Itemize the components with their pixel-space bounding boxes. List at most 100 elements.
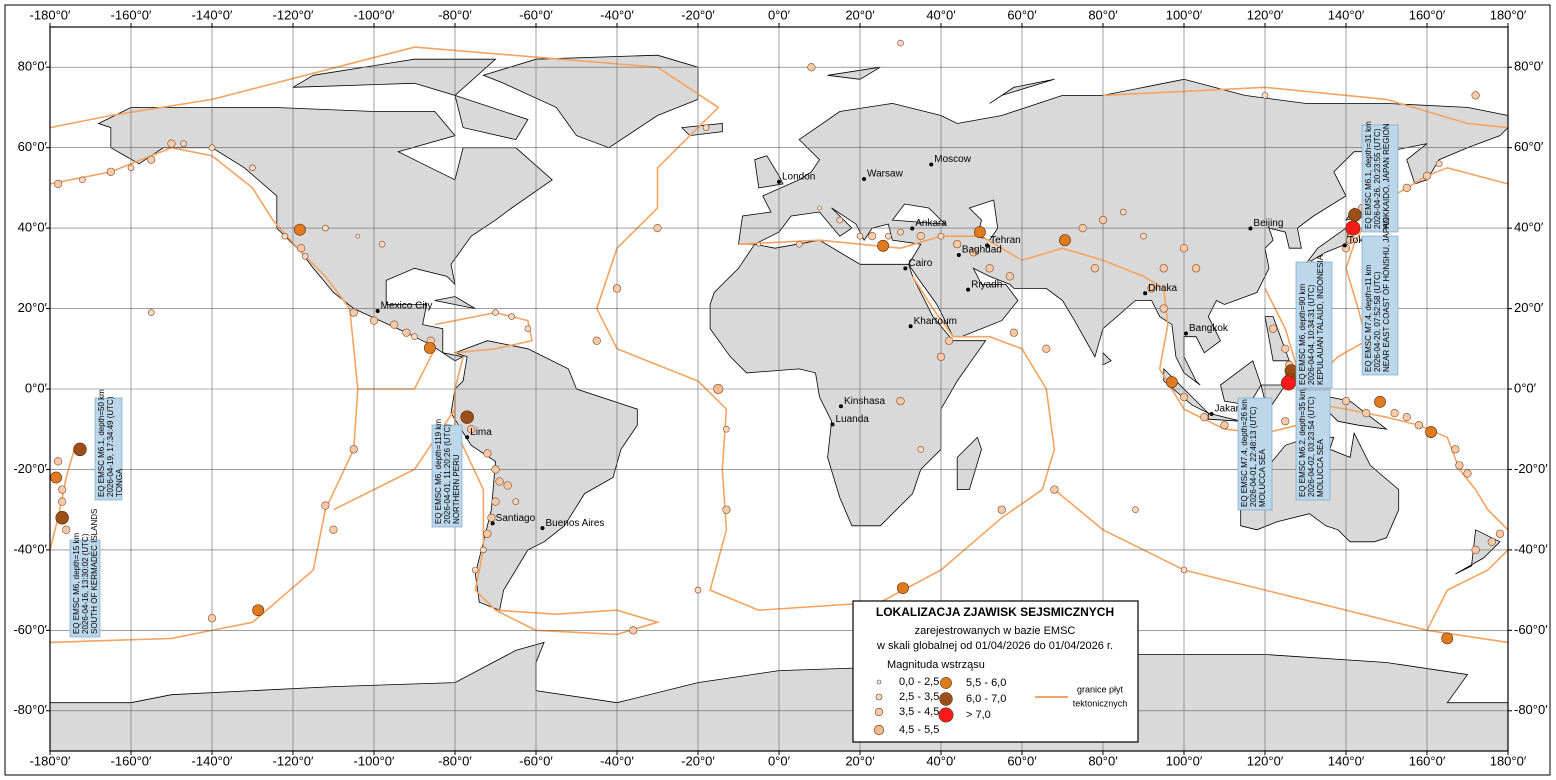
earthquake bbox=[702, 124, 710, 131]
earthquake bbox=[997, 505, 1006, 514]
earthquake bbox=[1463, 469, 1472, 478]
city-dot bbox=[862, 177, 867, 182]
annotation-text: 2026-04-20, 07:52:58 (UTC) bbox=[1373, 271, 1382, 372]
legend-subtitle: w skali globalnej od 01/04/2026 do 01/04… bbox=[876, 640, 1113, 652]
annotation-text: 2026-04-26, 20:23:55 (UTC) bbox=[1373, 128, 1382, 229]
y-tick-label: 0°0′ bbox=[1514, 380, 1537, 395]
earthquake bbox=[653, 224, 662, 233]
legend-label: 6,0 - 7,0 bbox=[966, 693, 1006, 705]
x-tick-label: -160°0′ bbox=[111, 753, 152, 768]
x-tick-label: 180°0′ bbox=[1490, 753, 1527, 768]
earthquake bbox=[491, 497, 500, 506]
x-tick-label: -40°0′ bbox=[600, 753, 634, 768]
x-tick-label: 80°0′ bbox=[1088, 7, 1118, 22]
x-tick-label: -100°0′ bbox=[354, 7, 395, 22]
city-dot bbox=[985, 243, 990, 248]
legend-marker bbox=[875, 693, 883, 701]
earthquake bbox=[208, 144, 216, 151]
earthquake bbox=[1165, 376, 1178, 389]
earthquake bbox=[349, 308, 358, 317]
earthquake bbox=[612, 284, 622, 293]
earthquake bbox=[321, 501, 330, 510]
earthquake bbox=[1345, 220, 1361, 236]
earthquake bbox=[1390, 409, 1399, 418]
legend: LOKALIZACJA ZJAWISK SEJSMICZNYCH zarejes… bbox=[852, 600, 1139, 743]
earthquake bbox=[1281, 344, 1290, 353]
earthquake bbox=[897, 228, 904, 236]
earthquake bbox=[1147, 284, 1156, 293]
legend-marker bbox=[876, 679, 882, 685]
landmass bbox=[989, 78, 1055, 104]
earthquake bbox=[1159, 264, 1168, 273]
earthquake bbox=[1050, 485, 1059, 494]
city-dot bbox=[903, 266, 908, 271]
annotation-text: EQ EMSC M6, depth=119 km bbox=[434, 419, 443, 524]
y-tick-label: -40°0′ bbox=[1514, 541, 1548, 556]
annotation-text: 2026-04-01, 22:48:13 (UTC) bbox=[1249, 406, 1258, 507]
legend-label: 3,5 - 4,5 bbox=[899, 706, 939, 718]
earthquake bbox=[1402, 183, 1411, 192]
y-tick-label: 0°0′ bbox=[25, 380, 48, 395]
earthquake bbox=[1451, 445, 1460, 454]
earthquake bbox=[1090, 264, 1099, 273]
x-tick-label: -60°0′ bbox=[519, 753, 553, 768]
plate-boundary bbox=[900, 235, 1298, 435]
earthquake bbox=[807, 63, 816, 72]
annotation-text: MOLUCCA SEA bbox=[1258, 449, 1267, 507]
earthquake bbox=[402, 328, 411, 337]
annotation-text: MOLUCCA SEA bbox=[1316, 439, 1325, 497]
x-tick-label: 120°0′ bbox=[1247, 753, 1284, 768]
earthquake bbox=[897, 39, 904, 47]
earthquake bbox=[592, 336, 601, 345]
earthquake bbox=[969, 248, 978, 257]
y-tick-label: -40°0′ bbox=[13, 541, 47, 556]
earthquake bbox=[1495, 529, 1504, 538]
earthquake bbox=[629, 626, 638, 635]
y-tick-label: 60°0′ bbox=[1514, 139, 1544, 154]
city-label: Ankara bbox=[915, 218, 947, 229]
earthquake bbox=[1009, 328, 1019, 337]
x-tick-label: 40°0′ bbox=[926, 7, 956, 22]
x-tick-label: -120°0′ bbox=[273, 7, 314, 22]
earthquake bbox=[1078, 224, 1087, 233]
earthquake bbox=[58, 497, 67, 506]
earthquake bbox=[1200, 413, 1209, 422]
earthquake bbox=[106, 167, 115, 176]
earthquake bbox=[1159, 304, 1168, 313]
earthquake bbox=[985, 264, 994, 273]
plate-boundary bbox=[1426, 549, 1509, 631]
x-tick-label: 180°0′ bbox=[1490, 7, 1527, 22]
earthquake bbox=[1471, 545, 1480, 554]
earthquake bbox=[694, 586, 702, 594]
earthquake bbox=[180, 140, 187, 147]
earthquake bbox=[1435, 160, 1443, 168]
y-tick-label: 40°0′ bbox=[1514, 220, 1544, 235]
earthquake bbox=[1362, 409, 1371, 418]
annotation-text: EQ EMSC M6, depth=15 km bbox=[72, 533, 81, 634]
x-tick-label: 60°0′ bbox=[1007, 7, 1037, 22]
city-label: Beijing bbox=[1253, 218, 1283, 229]
earthquake bbox=[53, 179, 63, 188]
x-tick-label: 80°0′ bbox=[1088, 753, 1118, 768]
city-label: Jakarta bbox=[1215, 404, 1248, 415]
city-label: Tehran bbox=[990, 235, 1021, 246]
x-tick-label: 40°0′ bbox=[926, 753, 956, 768]
earthquake bbox=[1280, 375, 1296, 391]
x-tick-label: 140°0′ bbox=[1328, 753, 1365, 768]
earthquake bbox=[349, 445, 358, 454]
earthquake bbox=[836, 216, 844, 224]
landmass bbox=[1220, 360, 1262, 406]
annotation-box bbox=[1295, 261, 1333, 389]
earthquake bbox=[207, 614, 217, 623]
x-tick-label: 0°0′ bbox=[768, 7, 791, 22]
city-dot bbox=[956, 253, 961, 258]
x-tick-label: 60°0′ bbox=[1007, 753, 1037, 768]
earthquake bbox=[390, 320, 399, 329]
y-tick-label: 80°0′ bbox=[18, 59, 48, 74]
earthquake bbox=[916, 232, 925, 241]
legend-label: 2,5 - 3,5 bbox=[899, 691, 939, 703]
y-tick-label: -60°0′ bbox=[13, 622, 47, 637]
earthquake bbox=[885, 232, 892, 240]
earthquake bbox=[73, 442, 87, 457]
